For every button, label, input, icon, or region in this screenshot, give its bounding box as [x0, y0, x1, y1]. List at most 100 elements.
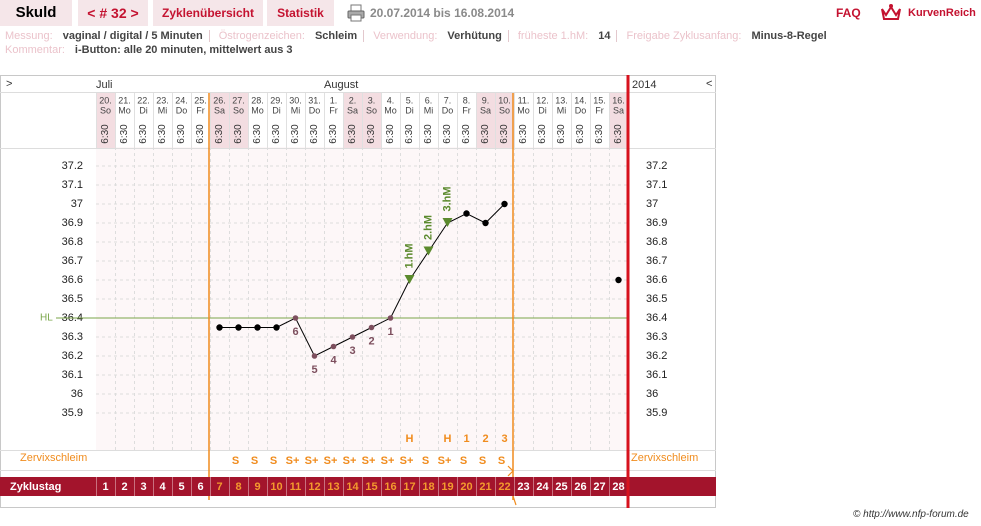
y-tick-label: 36.7: [646, 255, 667, 267]
point: [292, 315, 299, 321]
weekday-label: Fr: [196, 105, 205, 115]
y-tick-label: 36.3: [62, 331, 83, 343]
weekday-label: Do: [309, 105, 321, 115]
day-label: 26.: [213, 95, 226, 105]
point: [368, 324, 375, 331]
faq-link[interactable]: FAQ: [836, 6, 861, 20]
point-label: 1.hM: [403, 243, 415, 268]
comment-row: Kommentar: i-Button: alle 20 minuten, mit…: [5, 44, 299, 56]
cervix-sign: S: [232, 455, 239, 467]
cervix-sign: S: [251, 455, 258, 467]
day-label: 22.: [137, 95, 150, 105]
time-label: 6:30: [290, 124, 301, 144]
weekday-label: Mo: [251, 105, 264, 115]
day-label: 29.: [270, 95, 283, 105]
cervix-sign: S: [460, 455, 467, 467]
y-tick-label: 36.4: [646, 312, 667, 324]
y-tick-label: 36.1: [62, 369, 83, 381]
weekday-label: Fr: [462, 105, 471, 115]
weekday-label: Di: [272, 105, 281, 115]
cycle-day: 8: [235, 481, 241, 493]
tab[interactable]: Statistik: [267, 0, 334, 26]
weekday-label: Mo: [118, 105, 131, 115]
time-label: 6:30: [461, 124, 472, 144]
y-tick-label: 36: [71, 388, 83, 400]
y-tick-label: 36.9: [62, 217, 83, 229]
cycle-day: 1: [102, 481, 108, 493]
y-tick-label: 36.5: [646, 293, 667, 305]
cervix-sign: S+: [438, 455, 452, 467]
time-label: 6:30: [518, 124, 529, 144]
day-label: 15.: [593, 95, 606, 105]
day-label: 13.: [555, 95, 568, 105]
point-label: 3.hM: [441, 186, 453, 211]
day-label: 27.: [232, 95, 245, 105]
cycle-day: 9: [254, 481, 260, 493]
day-label: 16.: [612, 95, 625, 105]
cervix-label: Zervixschleim: [20, 452, 87, 464]
day-label: 28.: [251, 95, 264, 105]
peak-mark: 1: [463, 433, 469, 445]
point-label: 2.hM: [422, 215, 434, 240]
day-label: 6.: [425, 95, 433, 105]
cervix-sign: S+: [286, 455, 300, 467]
point-label: 1: [387, 326, 393, 338]
footer: © http://www.nfp-forum.de: [853, 509, 969, 520]
y-tick-label: 36.6: [62, 274, 83, 286]
cervix-label: Zervixschleim: [631, 452, 698, 464]
weekday-label: So: [100, 105, 111, 115]
y-tick-label: 36.8: [62, 236, 83, 248]
time-label: 6:30: [423, 124, 434, 144]
time-label: 6:30: [499, 124, 510, 144]
info-value: 14: [598, 30, 611, 42]
cycle-day: 23: [517, 481, 529, 493]
time-label: 6:30: [480, 124, 491, 144]
weekend-shade: [495, 93, 514, 148]
day-label: 9.: [482, 95, 490, 105]
point: [615, 276, 622, 284]
point-label: 4: [330, 354, 337, 366]
point: [404, 275, 415, 284]
weekday-label: Sa: [214, 105, 225, 115]
cervix-sign: S+: [324, 455, 338, 467]
time-label: 6:30: [138, 124, 149, 144]
user-name: Skuld: [0, 0, 72, 26]
day-label: 21.: [118, 95, 131, 105]
weekday-label: Fr: [329, 105, 338, 115]
cycle-day: 25: [555, 481, 567, 493]
day-label: 2.: [349, 95, 357, 105]
point: [216, 324, 223, 331]
header: Skuld < # 32 > Zyklenübersicht Statistik…: [0, 0, 981, 26]
day-label: 23.: [156, 95, 169, 105]
y-tick-label: 36.3: [646, 331, 667, 343]
weekday-label: Do: [575, 105, 587, 115]
weekday-label: Do: [176, 105, 188, 115]
time-label: 6:30: [537, 124, 548, 144]
y-tick-label: 37.2: [646, 160, 667, 172]
cervix-sign: S+: [343, 455, 357, 467]
cycle-day: 15: [365, 481, 377, 493]
weekday-label: Mi: [424, 105, 434, 115]
cycle-day: 4: [159, 481, 166, 493]
logo-text[interactable]: KurvenReich: [908, 7, 976, 19]
y-tick-label: 37.2: [62, 160, 83, 172]
day-label: 30.: [289, 95, 302, 105]
tab[interactable]: Zyklenübersicht: [153, 0, 263, 26]
info-value: Schleim: [314, 30, 358, 42]
weekday-label: Mi: [557, 105, 567, 115]
weekday-label: Mi: [291, 105, 301, 115]
y-tick-label: 35.9: [62, 407, 83, 419]
weekday-label: Di: [405, 105, 414, 115]
day-label: 10.: [498, 95, 511, 105]
point: [423, 246, 434, 256]
point-label: 2: [368, 335, 374, 347]
y-tick-label: 36.2: [62, 350, 83, 362]
print-icon[interactable]: [347, 4, 365, 22]
cycle-nav[interactable]: < # 32 >: [78, 0, 148, 26]
time-label: 6:30: [252, 124, 263, 144]
cycle-day: 16: [384, 481, 396, 493]
weekday-label: Do: [442, 105, 454, 115]
peak-mark: H: [444, 433, 452, 445]
weekend-shade: [229, 93, 248, 148]
